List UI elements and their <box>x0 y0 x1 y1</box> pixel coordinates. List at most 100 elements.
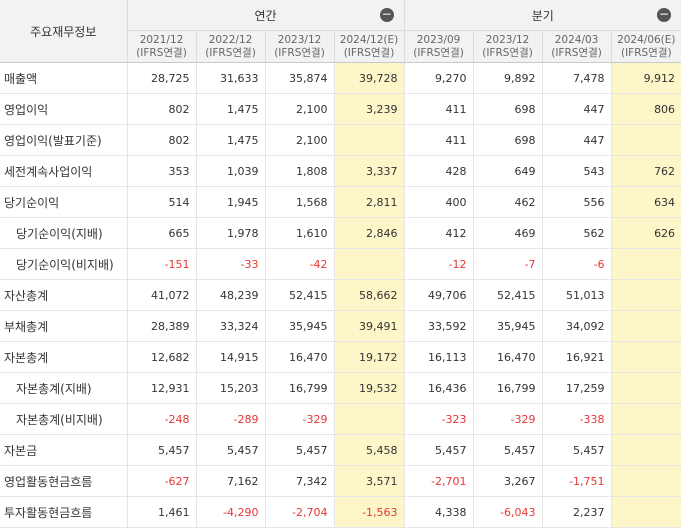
table-cell <box>610 496 681 528</box>
table-row: 영업이익(발표기준) 802 1,475 2,100 411 698 447 <box>0 124 681 156</box>
row-label: 자본총계 <box>0 341 127 373</box>
table-cell: -338 <box>541 403 612 435</box>
table-cell: 31,633 <box>195 62 265 94</box>
collapse-quarterly-icon[interactable]: − <box>657 7 672 22</box>
table-cell: 428 <box>403 155 474 187</box>
table-cell: 562 <box>541 217 612 249</box>
table-cell: 39,728 <box>333 62 405 94</box>
table-cell <box>610 248 681 280</box>
table-cell: -289 <box>195 403 265 435</box>
table-row: 당기순이익 514 1,945 1,568 2,811 400 462 556 634 <box>0 186 681 218</box>
table-cell: 556 <box>541 186 612 218</box>
table-cell: 16,921 <box>541 341 612 373</box>
column-period: 2023/12 <box>485 33 530 46</box>
table-cell: -42 <box>264 248 334 280</box>
table-cell <box>610 124 681 156</box>
table-cell: 514 <box>126 186 196 218</box>
row-label: 자산총계 <box>0 279 127 311</box>
table-cell: 9,270 <box>403 62 474 94</box>
table-cell: 17,259 <box>541 372 612 404</box>
column-header: 2024/06(E) (IFRS연결) <box>610 30 681 63</box>
table-cell: 1,610 <box>264 217 334 249</box>
table-cell: 58,662 <box>333 279 405 311</box>
column-header: 2022/12 (IFRS연결) <box>195 30 265 63</box>
table-cell: -33 <box>195 248 265 280</box>
table-row: 투자활동현금흐름 1,461 -4,290 -2,704 -1,563 4,338 -6,0… <box>0 496 681 528</box>
table-cell: 19,172 <box>333 341 405 373</box>
table-cell: 698 <box>472 93 543 125</box>
corner-label: 주요재무정보 <box>0 0 127 63</box>
annual-label: 연간 <box>254 8 277 23</box>
table-cell: 462 <box>472 186 543 218</box>
table-cell: 2,100 <box>264 93 334 125</box>
row-label: 당기순이익(지배) <box>0 217 127 249</box>
table-cell: -1,563 <box>333 496 405 528</box>
table-cell: -323 <box>403 403 474 435</box>
table-cell: 28,389 <box>126 310 196 342</box>
table-cell <box>333 248 405 280</box>
table-row: 당기순이익(지배) 665 1,978 1,610 2,846 412 469 562 626 <box>0 217 681 249</box>
row-label: 자본총계(지배) <box>0 372 127 404</box>
column-basis: (IFRS연결) <box>343 46 395 59</box>
column-period: 2024/03 <box>554 33 599 46</box>
table-cell: 9,892 <box>472 62 543 94</box>
table-cell: -12 <box>403 248 474 280</box>
table-cell <box>610 279 681 311</box>
table-cell: -6 <box>541 248 612 280</box>
row-label: 세전계속사업이익 <box>0 155 127 187</box>
table-cell: 447 <box>541 93 612 125</box>
table-cell: 626 <box>610 217 681 249</box>
table-cell: 1,039 <box>195 155 265 187</box>
table-cell: 49,706 <box>403 279 474 311</box>
table-cell: 447 <box>541 124 612 156</box>
table-cell: 12,931 <box>126 372 196 404</box>
table-cell: 16,470 <box>472 341 543 373</box>
table-cell <box>333 403 405 435</box>
table-cell: 2,846 <box>333 217 405 249</box>
table-cell: 35,874 <box>264 62 334 94</box>
table-cell: 7,478 <box>541 62 612 94</box>
table-cell: 1,808 <box>264 155 334 187</box>
table-row: 자본총계(지배) 12,931 15,203 16,799 19,532 16,436 16… <box>0 372 681 404</box>
column-basis: (IFRS연결) <box>274 46 325 59</box>
table-cell: 1,978 <box>195 217 265 249</box>
table-cell: 412 <box>403 217 474 249</box>
table-cell: 9,912 <box>610 62 681 94</box>
table-cell: -6,043 <box>472 496 543 528</box>
column-period: 2021/12 <box>139 33 184 46</box>
table-cell: 2,811 <box>333 186 405 218</box>
row-label: 당기순이익 <box>0 186 127 218</box>
table-cell: -2,701 <box>403 465 474 497</box>
column-header: 2024/03 (IFRS연결) <box>541 30 612 63</box>
column-period: 2023/09 <box>416 33 461 46</box>
row-label: 영업활동현금흐름 <box>0 465 127 497</box>
column-basis: (IFRS연결) <box>136 46 187 59</box>
table-cell <box>610 434 681 466</box>
table-cell: 51,013 <box>541 279 612 311</box>
table-cell: -329 <box>264 403 334 435</box>
quarterly-label: 분기 <box>531 8 554 23</box>
table-cell: 52,415 <box>472 279 543 311</box>
table-cell: 411 <box>403 124 474 156</box>
table-cell: 1,461 <box>126 496 196 528</box>
table-cell: 469 <box>472 217 543 249</box>
row-label: 투자활동현금흐름 <box>0 496 127 528</box>
table-cell: 35,945 <box>264 310 334 342</box>
table-cell: 48,239 <box>195 279 265 311</box>
table-cell <box>610 310 681 342</box>
column-period: 2024/12(E) <box>339 33 399 46</box>
collapse-annual-icon[interactable]: − <box>379 7 394 22</box>
table-cell: 5,457 <box>403 434 474 466</box>
table-row: 자본금 5,457 5,457 5,457 5,458 5,457 5,457 5,457 <box>0 434 681 466</box>
quarterly-group-header: 분기 − <box>403 0 681 31</box>
table-cell: 3,571 <box>333 465 405 497</box>
table-cell <box>610 403 681 435</box>
column-period: 2024/06(E) <box>617 33 676 46</box>
column-basis: (IFRS연결) <box>205 46 256 59</box>
table-cell <box>610 372 681 404</box>
row-label: 자본금 <box>0 434 127 466</box>
table-cell: 649 <box>472 155 543 187</box>
table-cell: 3,267 <box>472 465 543 497</box>
table-cell: 762 <box>610 155 681 187</box>
